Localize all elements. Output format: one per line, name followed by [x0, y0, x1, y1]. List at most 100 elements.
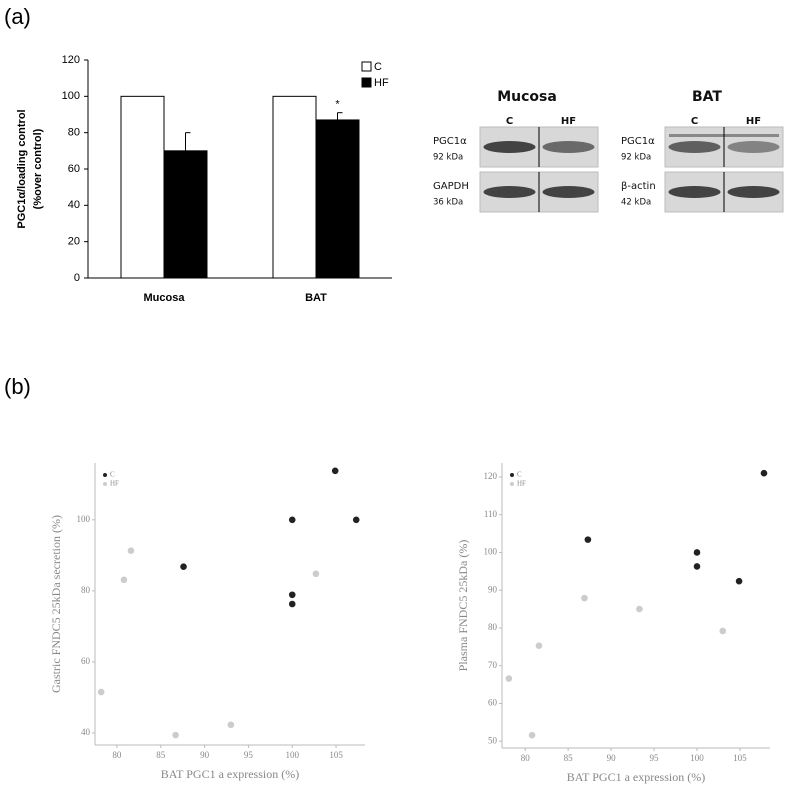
x-tick-label: 80 — [521, 753, 531, 763]
point — [180, 563, 187, 571]
legend-marker — [103, 482, 107, 486]
y-axis-label: Plasma FNDC5 25kDa (%) — [456, 540, 470, 672]
blot-band — [727, 141, 780, 153]
lane-label: HF — [561, 116, 576, 127]
protein-label: GAPDH — [433, 181, 469, 192]
x-tick-label: 95 — [650, 753, 660, 763]
point — [735, 577, 743, 585]
bar — [315, 119, 360, 279]
y-axis-label: PGC1α/loading control — [16, 109, 28, 228]
bar — [120, 95, 165, 279]
x-axis-label: BAT PGC1 a expression (%) — [567, 770, 705, 784]
y-axis-label: Gastric FNDC5 25kDa secretion (%) — [49, 515, 63, 693]
blot-band — [542, 141, 595, 153]
point — [127, 547, 135, 555]
point — [288, 600, 296, 608]
y-tick-label: 80 — [488, 622, 498, 632]
panel-label: (a) — [4, 4, 31, 29]
lane-label: C — [691, 116, 698, 127]
y-tick-label: 100 — [62, 90, 80, 102]
legend-swatch — [361, 77, 372, 88]
legend-marker — [510, 473, 514, 477]
blot-title: BAT — [692, 89, 722, 105]
annotation: * — [335, 99, 340, 111]
point — [352, 516, 360, 524]
blot-band — [483, 141, 536, 153]
size-label: 42 kDa — [621, 198, 651, 208]
point — [636, 605, 643, 613]
point — [288, 516, 296, 524]
x-tick-label: 85 — [156, 750, 166, 760]
y-axis-label: (%over control) — [32, 128, 44, 209]
panel-label: (b) — [4, 374, 31, 399]
legend-label: HF — [374, 77, 389, 89]
blot-band — [668, 141, 721, 153]
y-tick-label: 40 — [81, 727, 91, 737]
point — [97, 688, 105, 696]
y-tick-label: 40 — [68, 199, 80, 211]
protein-label: PGC1α — [621, 136, 655, 147]
bar — [272, 95, 317, 279]
point — [312, 570, 320, 578]
legend-swatch — [361, 61, 372, 72]
protein-label: PGC1α — [433, 136, 467, 147]
point — [288, 591, 296, 599]
blot-title: Mucosa — [497, 89, 557, 105]
y-tick-label: 60 — [68, 163, 80, 175]
point — [505, 675, 513, 682]
blot-band — [668, 186, 721, 198]
x-tick-label: BAT — [305, 292, 327, 304]
protein-label: β-actin — [621, 181, 656, 192]
size-label: 92 kDa — [621, 153, 651, 163]
blot-band — [483, 186, 536, 198]
blot-band — [727, 186, 780, 198]
x-tick-label: 80 — [112, 750, 122, 760]
y-tick-label: 100 — [77, 514, 91, 524]
y-tick-label: 70 — [488, 660, 498, 670]
lane-label: HF — [746, 116, 761, 127]
x-tick-label: 105 — [329, 750, 343, 760]
y-tick-label: 0 — [74, 272, 80, 284]
blot-band — [542, 186, 595, 198]
point — [172, 731, 179, 739]
y-tick-label: 50 — [488, 735, 498, 745]
x-tick-label: 90 — [607, 753, 617, 763]
bar — [163, 150, 208, 279]
y-tick-label: 120 — [484, 471, 498, 481]
legend-label: C — [374, 61, 382, 73]
y-tick-label: 100 — [484, 547, 498, 557]
point — [584, 536, 592, 543]
size-label: 36 kDa — [433, 198, 463, 208]
x-tick-label: 105 — [733, 753, 747, 763]
point — [227, 721, 235, 729]
x-tick-label: 100 — [690, 753, 704, 763]
point — [528, 731, 536, 739]
size-label: 92 kDa — [433, 153, 463, 163]
x-tick-label: Mucosa — [144, 292, 186, 304]
y-tick-label: 80 — [81, 585, 91, 595]
point — [331, 467, 339, 475]
x-tick-label: 90 — [200, 750, 210, 760]
y-tick-label: 120 — [62, 54, 80, 66]
lane-label: C — [506, 116, 513, 127]
y-tick-label: 90 — [488, 584, 498, 594]
point — [760, 469, 768, 477]
x-tick-label: 100 — [285, 750, 299, 760]
y-tick-label: 20 — [68, 236, 80, 248]
legend-label: C — [110, 471, 115, 479]
legend-label: HF — [517, 480, 526, 488]
legend-marker — [103, 473, 107, 477]
point — [120, 576, 128, 584]
point — [693, 549, 701, 556]
y-tick-label: 80 — [68, 127, 80, 139]
legend-label: HF — [110, 480, 119, 488]
y-tick-label: 60 — [488, 698, 498, 708]
y-tick-label: 60 — [81, 656, 91, 666]
y-tick-label: 110 — [484, 509, 498, 519]
legend-marker — [510, 482, 514, 486]
x-axis-label: BAT PGC1 a expression (%) — [161, 767, 299, 781]
point — [535, 642, 543, 650]
x-tick-label: 85 — [564, 753, 574, 763]
x-tick-label: 95 — [244, 750, 254, 760]
